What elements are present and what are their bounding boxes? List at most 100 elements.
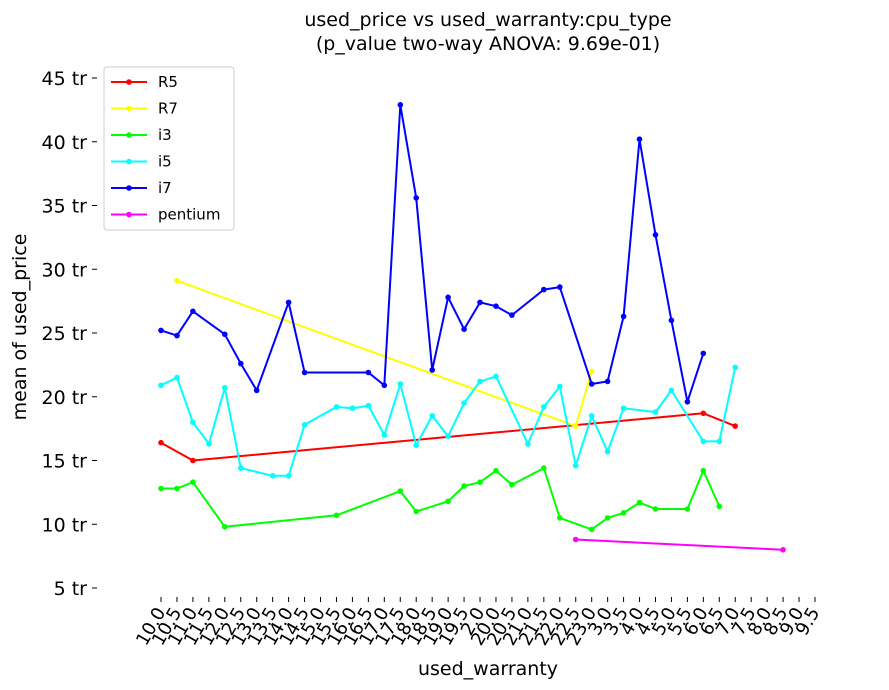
- data-point: [620, 313, 627, 320]
- data-point: [588, 413, 595, 419]
- series-line: [161, 467, 721, 531]
- legend-label: R7: [158, 100, 178, 118]
- data-point: [174, 277, 180, 284]
- data-point: [684, 399, 691, 405]
- data-point: [700, 467, 707, 474]
- data-point: [397, 488, 404, 494]
- data-point: [397, 381, 404, 387]
- y-axis-ticks: 5 tr 10 tr 15 tr 20 tr 25 tr 30 tr 35 tr 40 tr 4…: [42, 68, 97, 600]
- legend-marker: [126, 211, 132, 218]
- data-point: [174, 332, 180, 339]
- x-axis-label: used_warranty: [418, 658, 558, 680]
- y-tick-label: 40 tr: [42, 132, 88, 154]
- data-point: [557, 284, 563, 290]
- y-axis-label: mean of used_price: [9, 234, 31, 421]
- data-point: [780, 547, 786, 553]
- data-point: [253, 387, 260, 394]
- data-point: [301, 369, 308, 376]
- data-point: [477, 479, 483, 486]
- data-point: [413, 508, 420, 515]
- data-point: [604, 515, 611, 521]
- data-point: [349, 405, 356, 412]
- data-point: [269, 473, 276, 479]
- data-point: [668, 387, 675, 394]
- series-i3: [158, 465, 723, 533]
- legend-label: R5: [158, 73, 178, 91]
- y-tick-label: 10 tr: [42, 514, 88, 536]
- data-point: [716, 438, 723, 445]
- data-point: [461, 483, 467, 489]
- legend-label: i5: [158, 153, 172, 171]
- data-point: [509, 312, 515, 318]
- data-point: [652, 409, 659, 415]
- data-point: [684, 506, 691, 512]
- data-point: [620, 405, 627, 412]
- y-tick-label: 5 tr: [54, 578, 88, 600]
- data-point: [588, 526, 595, 533]
- data-point: [429, 413, 436, 419]
- data-point: [493, 303, 499, 310]
- data-point: [238, 360, 244, 367]
- data-point: [333, 512, 340, 519]
- series-line: [160, 103, 705, 403]
- y-tick-label: 45 tr: [42, 68, 88, 90]
- data-point: [700, 350, 707, 357]
- data-point: [285, 473, 292, 479]
- chart-title: used_price vs used_warranty:cpu_type: [304, 9, 671, 31]
- data-point: [222, 524, 228, 530]
- data-point: [700, 410, 707, 417]
- data-point: [525, 441, 531, 447]
- y-tick-label: 35 tr: [42, 196, 88, 218]
- data-point: [541, 286, 547, 293]
- data-point: [222, 385, 228, 391]
- legend-marker: [126, 132, 132, 138]
- data-point: [652, 232, 659, 238]
- data-point: [461, 326, 467, 333]
- data-point: [190, 479, 196, 486]
- data-point: [493, 373, 499, 380]
- data-point: [365, 369, 372, 376]
- data-point: [572, 462, 579, 469]
- data-point: [285, 299, 292, 306]
- series-i5: [158, 364, 738, 479]
- series-pentium: [572, 536, 786, 553]
- data-point: [413, 195, 420, 201]
- legend: R5 R7 i3 i5 i7 pentium: [103, 66, 235, 231]
- series-i7: [158, 102, 707, 405]
- data-point: [397, 102, 404, 108]
- x-axis-ticks: 10.010.511.011.512.012.513.013.514.014.5…: [132, 597, 824, 649]
- data-point: [206, 441, 212, 447]
- data-point: [557, 515, 563, 521]
- data-point: [365, 402, 372, 409]
- y-tick-label: 25 tr: [42, 323, 88, 345]
- data-point: [222, 331, 228, 338]
- series-line: [575, 538, 784, 551]
- data-point: [716, 503, 723, 510]
- data-point: [381, 382, 388, 389]
- data-point: [190, 419, 196, 426]
- data-point: [158, 439, 164, 446]
- data-point: [588, 381, 595, 387]
- data-point: [445, 498, 451, 505]
- series-line: [176, 279, 593, 428]
- data-point: [158, 327, 164, 334]
- data-point: [541, 465, 547, 471]
- data-point: [732, 364, 738, 371]
- data-point: [461, 400, 467, 406]
- chart-subtitle: (p_value two-way ANOVA: 9.69e-01): [316, 33, 660, 55]
- data-point: [174, 485, 180, 492]
- series-R7: [174, 277, 595, 429]
- data-point: [620, 510, 627, 516]
- data-point: [477, 378, 483, 385]
- data-point: [588, 368, 595, 375]
- data-point: [732, 423, 738, 429]
- data-point: [381, 432, 388, 438]
- data-point: [429, 367, 436, 373]
- data-point: [190, 308, 196, 315]
- data-point: [541, 404, 547, 410]
- data-point: [493, 467, 499, 474]
- data-point: [301, 422, 308, 428]
- y-tick-label: 15 tr: [42, 451, 88, 473]
- data-point: [158, 382, 164, 389]
